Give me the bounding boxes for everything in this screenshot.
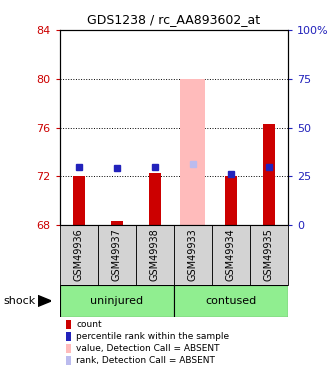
Bar [225,176,237,225]
Text: GSM49935: GSM49935 [264,228,274,281]
Text: GSM49937: GSM49937 [112,228,122,281]
Bar [60,225,98,285]
Bar [212,225,250,285]
Text: GSM49938: GSM49938 [150,229,160,281]
Text: GSM49936: GSM49936 [73,229,84,281]
Bar [98,225,136,285]
Text: uninjured: uninjured [90,296,143,306]
Text: value, Detection Call = ABSENT: value, Detection Call = ABSENT [76,344,220,353]
Bar [174,285,288,317]
Text: count: count [76,320,102,329]
Bar [136,225,174,285]
Text: rank, Detection Call = ABSENT: rank, Detection Call = ABSENT [76,356,215,365]
Bar [60,285,174,317]
Title: GDS1238 / rc_AA893602_at: GDS1238 / rc_AA893602_at [87,13,260,26]
Bar [174,225,212,285]
Bar [111,221,123,225]
Text: contused: contused [205,296,257,306]
Text: GSM49934: GSM49934 [226,229,236,281]
Bar [180,79,205,225]
Bar [263,124,275,225]
Text: percentile rank within the sample: percentile rank within the sample [76,332,229,341]
Text: shock: shock [3,296,35,306]
Bar [250,225,288,285]
Polygon shape [38,296,51,306]
Text: GSM49933: GSM49933 [188,229,198,281]
Bar [149,172,161,225]
Bar [72,176,85,225]
